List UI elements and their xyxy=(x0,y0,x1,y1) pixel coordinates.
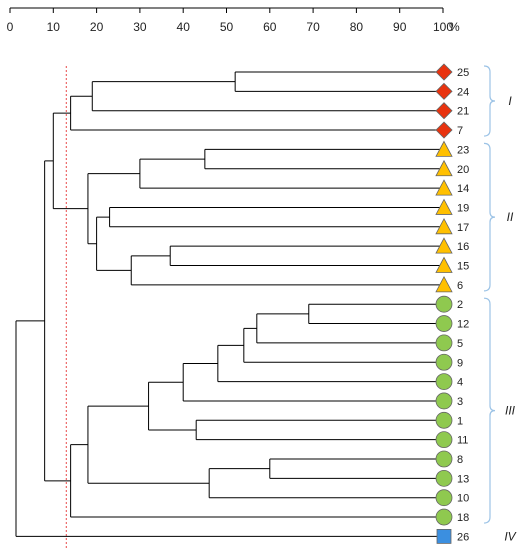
tree-branches xyxy=(15,71,443,537)
axis-tick-label: 60 xyxy=(263,20,277,34)
leaf-label: 6 xyxy=(457,280,463,292)
leaf-label: 17 xyxy=(457,222,469,234)
axis-ticks: 0 10 20 30 40 50 60 70 80 90 100 xyxy=(7,8,453,34)
group-brackets: IIIIIIIVV xyxy=(483,65,517,543)
circle-marker xyxy=(435,508,453,526)
diamond-marker xyxy=(435,82,453,100)
circle-marker xyxy=(435,450,453,468)
group-bracket xyxy=(483,142,496,292)
triangle-marker xyxy=(435,159,453,177)
leaf-label: 21 xyxy=(457,106,469,118)
leaf-label: 2 xyxy=(457,299,463,311)
group-bracket xyxy=(483,297,496,524)
leaf-label: 10 xyxy=(457,493,469,505)
axis-tick-label: 0 xyxy=(7,20,14,34)
leaf-label: 4 xyxy=(457,377,463,389)
group-label: I xyxy=(508,94,512,108)
triangle-marker xyxy=(435,198,453,215)
leaf-markers xyxy=(435,63,453,544)
leaf-label: 3 xyxy=(457,396,463,408)
triangle-marker xyxy=(435,179,453,196)
triangle-marker xyxy=(435,276,453,293)
circle-marker xyxy=(435,489,453,507)
axis-tick-label: 90 xyxy=(393,20,407,34)
diamond-marker xyxy=(435,102,453,120)
circle-marker xyxy=(435,411,453,429)
circle-marker xyxy=(435,295,453,313)
leaf-label: 7 xyxy=(457,125,463,137)
leaf-label: 5 xyxy=(457,338,463,350)
leaf-label: 18 xyxy=(457,512,469,524)
axis-tick-label: 50 xyxy=(220,20,234,34)
group-label: III xyxy=(505,404,516,418)
axis-tick-label: 40 xyxy=(177,20,191,34)
diamond-marker xyxy=(435,121,453,139)
axis-tick-label: 70 xyxy=(306,20,320,34)
axis-tick-label: 20 xyxy=(90,20,104,34)
circle-marker xyxy=(435,431,453,449)
circle-marker xyxy=(435,392,453,410)
leaf-label: 11 xyxy=(457,435,468,447)
leaf-label: 24 xyxy=(457,86,469,98)
leaf-label: 13 xyxy=(457,473,469,485)
circle-marker xyxy=(435,334,453,352)
circle-marker xyxy=(435,315,453,332)
axis-tick-label: 80 xyxy=(350,20,364,34)
group-label: IV xyxy=(504,529,516,543)
triangle-marker xyxy=(435,256,453,273)
leaf-label: 12 xyxy=(457,319,469,331)
diamond-marker xyxy=(435,63,453,81)
group-bracket xyxy=(483,65,496,137)
leaf-label: 19 xyxy=(457,202,469,214)
leaf-label: 25 xyxy=(457,67,469,79)
leaf-label: 23 xyxy=(457,144,469,156)
leaf-label: 26 xyxy=(457,531,469,543)
leaf-label: 16 xyxy=(457,241,469,253)
leaf-label: 1 xyxy=(457,415,463,427)
circle-marker xyxy=(435,353,453,371)
square-marker xyxy=(436,529,452,544)
leaf-label: 8 xyxy=(457,454,463,466)
circle-marker xyxy=(435,373,453,391)
triangle-marker xyxy=(435,237,453,254)
leaf-label: 14 xyxy=(457,183,469,195)
axis-tick-label: 10 xyxy=(47,20,61,34)
leaf-label: 20 xyxy=(457,164,469,176)
group-label: II xyxy=(507,210,514,224)
leaf-label: 15 xyxy=(457,261,469,273)
triangle-marker xyxy=(435,217,453,235)
leaf-label: 9 xyxy=(457,357,463,369)
axis-tick-label: 30 xyxy=(133,20,147,34)
axis-unit-label: % xyxy=(449,20,460,34)
axis-tick-label: 100 xyxy=(433,20,453,34)
triangle-marker xyxy=(435,140,453,157)
leaf-labels: 2524217232014191716156212594311181310182… xyxy=(457,67,469,543)
circle-marker xyxy=(435,469,453,487)
